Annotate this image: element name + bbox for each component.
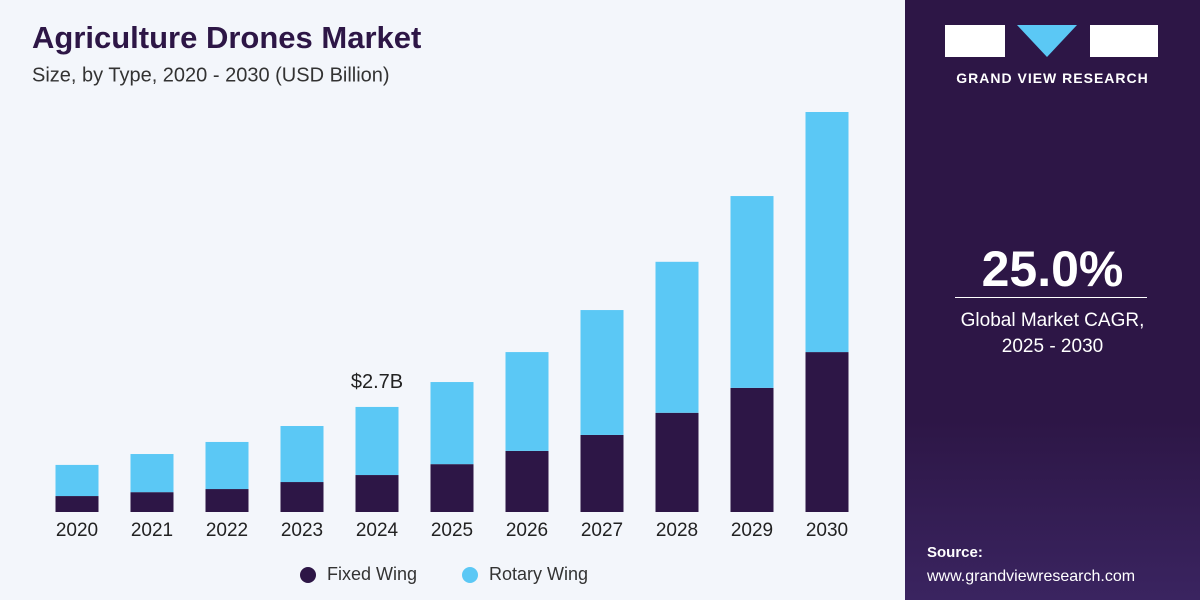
x-tick-label: 2025 [431, 520, 473, 541]
legend-marker [300, 567, 316, 583]
legend-label: Fixed Wing [327, 564, 417, 584]
bar-segment [280, 426, 324, 483]
bar-segment [55, 464, 99, 497]
bar-segment [55, 496, 99, 512]
bar-segment [505, 450, 549, 512]
x-tick-label: 2022 [206, 520, 248, 541]
bar-segment [280, 482, 324, 512]
legend-marker [462, 567, 478, 583]
logo-shape [945, 25, 1005, 57]
bar-segment [205, 489, 249, 512]
bar-segment [505, 352, 549, 451]
bar-segment [730, 196, 774, 388]
bar-segment [355, 475, 399, 512]
bar-segment [730, 387, 774, 512]
x-tick-label: 2024 [356, 520, 399, 541]
x-tick-label: 2027 [581, 520, 623, 541]
divider [955, 297, 1147, 298]
cagr-label: Global Market CAGR, [960, 310, 1145, 331]
x-tick-label: 2029 [731, 520, 773, 541]
chart-subtitle: Size, by Type, 2020 - 2030 (USD Billion) [32, 64, 390, 86]
bar-segment [580, 434, 624, 512]
chart: Agriculture Drones Market Size, by Type,… [32, 20, 849, 584]
x-tick-label: 2030 [806, 520, 848, 541]
logo-shape [1090, 25, 1158, 57]
legend-label: Rotary Wing [489, 564, 588, 584]
bar-segment [205, 441, 249, 490]
x-tick-label: 2026 [506, 520, 548, 541]
x-tick-label: 2023 [281, 520, 323, 541]
cagr-value: 25.0% [981, 241, 1124, 297]
bar-segment [580, 310, 624, 435]
x-tick-label: 2021 [131, 520, 173, 541]
chart-title: Agriculture Drones Market [32, 20, 421, 55]
cagr-label: 2025 - 2030 [1001, 336, 1104, 357]
bar-segment [130, 454, 174, 493]
x-tick-label: 2028 [656, 520, 698, 541]
source-label: Source: [927, 544, 983, 561]
x-tick-label: 2020 [56, 520, 98, 541]
bar-segment [430, 464, 474, 512]
bar-segment [655, 261, 699, 413]
bar-segment [130, 492, 174, 512]
bar-segment [355, 406, 399, 476]
bar-segment [655, 412, 699, 512]
bar-segment [805, 352, 849, 512]
bar-segment [805, 112, 849, 353]
bar-segment [430, 382, 474, 465]
data-label: $2.7B [351, 371, 403, 393]
logo-shape [1017, 25, 1077, 57]
source-url[interactable]: www.grandviewresearch.com [927, 568, 1136, 585]
sidebar: GRAND VIEW RESEARCH 25.0% Global Market … [905, 0, 1200, 600]
logo [945, 25, 1158, 57]
brand: GRAND VIEW RESEARCH [956, 70, 1149, 86]
